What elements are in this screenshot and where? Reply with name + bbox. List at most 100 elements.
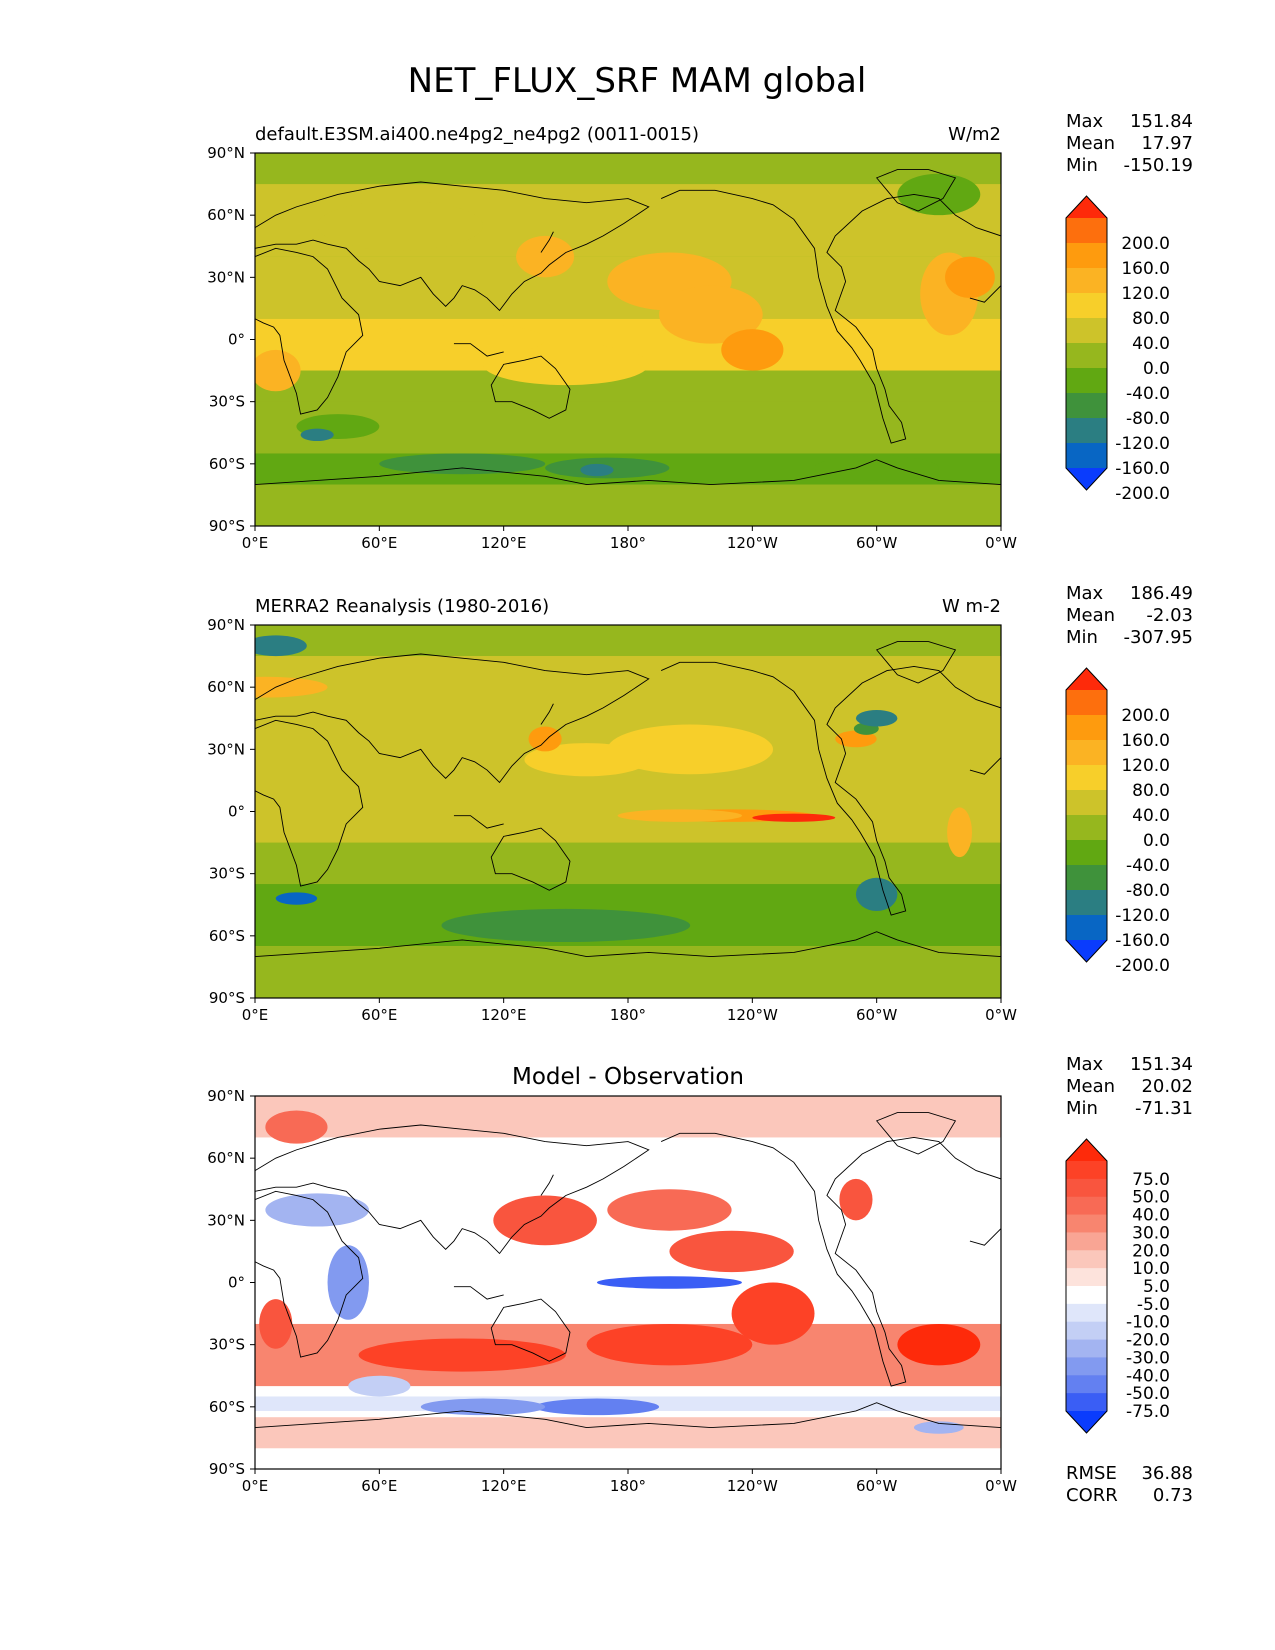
lat-tick-label: 30°N <box>207 1211 245 1229</box>
lat-tick-label: 0° <box>228 331 245 349</box>
lon-tick-label: 60°W <box>856 534 898 552</box>
lat-tick-label: 60°S <box>209 927 245 945</box>
colorbar-level-label: 160.0 <box>1121 259 1170 279</box>
stat-label-mean: Mean <box>1066 1076 1115 1097</box>
stat-label-max: Max <box>1066 111 1104 132</box>
map-field <box>255 1096 1001 1469</box>
colorbar-level-label: -200.0 <box>1115 484 1170 504</box>
lon-tick-label: 60°W <box>856 1477 898 1495</box>
lon-tick-label: 60°E <box>361 1006 397 1024</box>
lat-tick-label: 30°N <box>207 740 245 758</box>
colorbar-level-label: 75.0 <box>1132 1170 1170 1190</box>
lon-tick-label: 60°E <box>361 534 397 552</box>
colorbar-level-label: 5.0 <box>1143 1277 1170 1297</box>
colorbar-level-label: 120.0 <box>1121 756 1170 776</box>
colorbar-level-label: -50.0 <box>1126 1384 1170 1404</box>
lon-tick-label: 120°E <box>481 1006 527 1024</box>
colorbar: 200.0 160.0 120.0 80.0 40.0 0.0 -40.0 -80.0 -120… <box>1065 667 1170 976</box>
units-label: W m-2 <box>942 596 1001 617</box>
lat-tick-label: 90°N <box>207 616 245 634</box>
lon-tick-label: 180° <box>610 534 646 552</box>
lat-tick-label: 60°S <box>209 455 245 473</box>
colorbar-level-label: 40.0 <box>1132 334 1170 354</box>
lat-tick-label: 90°N <box>207 1087 245 1105</box>
stat-value-min: -71.31 <box>1135 1098 1193 1119</box>
lon-tick-label: 0°W <box>985 1477 1017 1495</box>
lon-tick-label: 120°E <box>481 1477 527 1495</box>
stat-value-corr: 0.73 <box>1153 1485 1193 1506</box>
stat-value-max: 151.84 <box>1130 111 1193 132</box>
stat-label-max: Max <box>1066 1054 1104 1075</box>
stat-value-min: -307.95 <box>1124 627 1193 648</box>
map-field <box>255 153 1001 526</box>
lat-tick-label: 30°S <box>209 393 245 411</box>
colorbar-level-label: -160.0 <box>1115 931 1170 951</box>
colorbar-level-label: -80.0 <box>1126 409 1170 429</box>
lon-tick-label: 180° <box>610 1477 646 1495</box>
colorbar-level-label: -200.0 <box>1115 956 1170 976</box>
stat-label-corr: CORR <box>1066 1485 1118 1506</box>
stat-label-min: Min <box>1066 155 1098 176</box>
lat-tick-label: 60°N <box>207 678 245 696</box>
lon-tick-label: 60°W <box>856 1006 898 1024</box>
stat-label-mean: Mean <box>1066 605 1115 626</box>
lat-tick-label: 60°N <box>207 1149 245 1167</box>
stat-label-max: Max <box>1066 583 1104 604</box>
lat-tick-label: 30°S <box>209 865 245 883</box>
colorbar-level-label: -30.0 <box>1126 1348 1170 1368</box>
colorbar-level-label: -20.0 <box>1126 1331 1170 1351</box>
colorbar-level-label: 40.0 <box>1132 806 1170 826</box>
stat-label-mean: Mean <box>1066 133 1115 154</box>
panel-title: Model - Observation <box>512 1064 744 1090</box>
lat-tick-label: 90°S <box>209 989 245 1007</box>
lon-tick-label: 120°W <box>727 534 778 552</box>
colorbar-level-label: 0.0 <box>1143 359 1170 379</box>
lat-tick-label: 30°N <box>207 268 245 286</box>
colorbar-level-label: 160.0 <box>1121 731 1170 751</box>
colorbar-level-label: 80.0 <box>1132 309 1170 329</box>
stat-value-max: 186.49 <box>1130 583 1193 604</box>
stat-value-mean: -2.03 <box>1146 605 1193 626</box>
colorbar-level-label: 50.0 <box>1132 1188 1170 1208</box>
colorbar-level-label: 10.0 <box>1132 1259 1170 1279</box>
map-field <box>255 625 1001 998</box>
colorbar-level-label: 20.0 <box>1132 1241 1170 1261</box>
colorbar-level-label: -5.0 <box>1137 1295 1170 1315</box>
stat-value-min: -150.19 <box>1124 155 1193 176</box>
panel-title: MERRA2 Reanalysis (1980-2016) <box>255 596 549 617</box>
colorbar-level-label: 80.0 <box>1132 781 1170 801</box>
stat-value-mean: 17.97 <box>1141 133 1193 154</box>
colorbar: 200.0 160.0 120.0 80.0 40.0 0.0 -40.0 -80.0 -120… <box>1065 195 1170 504</box>
lat-tick-label: 30°S <box>209 1336 245 1354</box>
lat-tick-label: 90°S <box>209 1460 245 1478</box>
colorbar-level-label: -160.0 <box>1115 459 1170 479</box>
colorbar-level-label: -40.0 <box>1126 856 1170 876</box>
lon-tick-label: 60°E <box>361 1477 397 1495</box>
lon-tick-label: 0°W <box>985 534 1017 552</box>
lon-tick-label: 0°E <box>242 1477 269 1495</box>
colorbar-level-label: 200.0 <box>1121 706 1170 726</box>
units-label: W/m2 <box>948 124 1001 145</box>
lat-tick-label: 90°N <box>207 144 245 162</box>
stat-value-mean: 20.02 <box>1141 1076 1193 1097</box>
stat-value-rmse: 36.88 <box>1141 1463 1193 1484</box>
lon-tick-label: 120°W <box>727 1006 778 1024</box>
colorbar-level-label: -80.0 <box>1126 881 1170 901</box>
lon-tick-label: 180° <box>610 1006 646 1024</box>
stat-value-max: 151.34 <box>1130 1054 1193 1075</box>
colorbar-level-label: 40.0 <box>1132 1206 1170 1226</box>
colorbar-level-label: -120.0 <box>1115 434 1170 454</box>
colorbar-level-label: 120.0 <box>1121 284 1170 304</box>
lon-tick-label: 120°W <box>727 1477 778 1495</box>
panel-title: default.E3SM.ai400.ne4pg2_ne4pg2 (0011-0… <box>255 124 699 145</box>
lat-tick-label: 60°S <box>209 1398 245 1416</box>
lat-tick-label: 60°N <box>207 206 245 224</box>
lat-tick-label: 0° <box>228 803 245 821</box>
lon-tick-label: 0°W <box>985 1006 1017 1024</box>
colorbar-level-label: 0.0 <box>1143 831 1170 851</box>
colorbar-level-label: -40.0 <box>1126 384 1170 404</box>
figure-title: NET_FLUX_SRF MAM global <box>408 61 867 101</box>
colorbar: 75.050.040.030.020.010.05.0-5.0-10.0-20.… <box>1065 1138 1170 1434</box>
colorbar-level-label: -40.0 <box>1126 1366 1170 1386</box>
